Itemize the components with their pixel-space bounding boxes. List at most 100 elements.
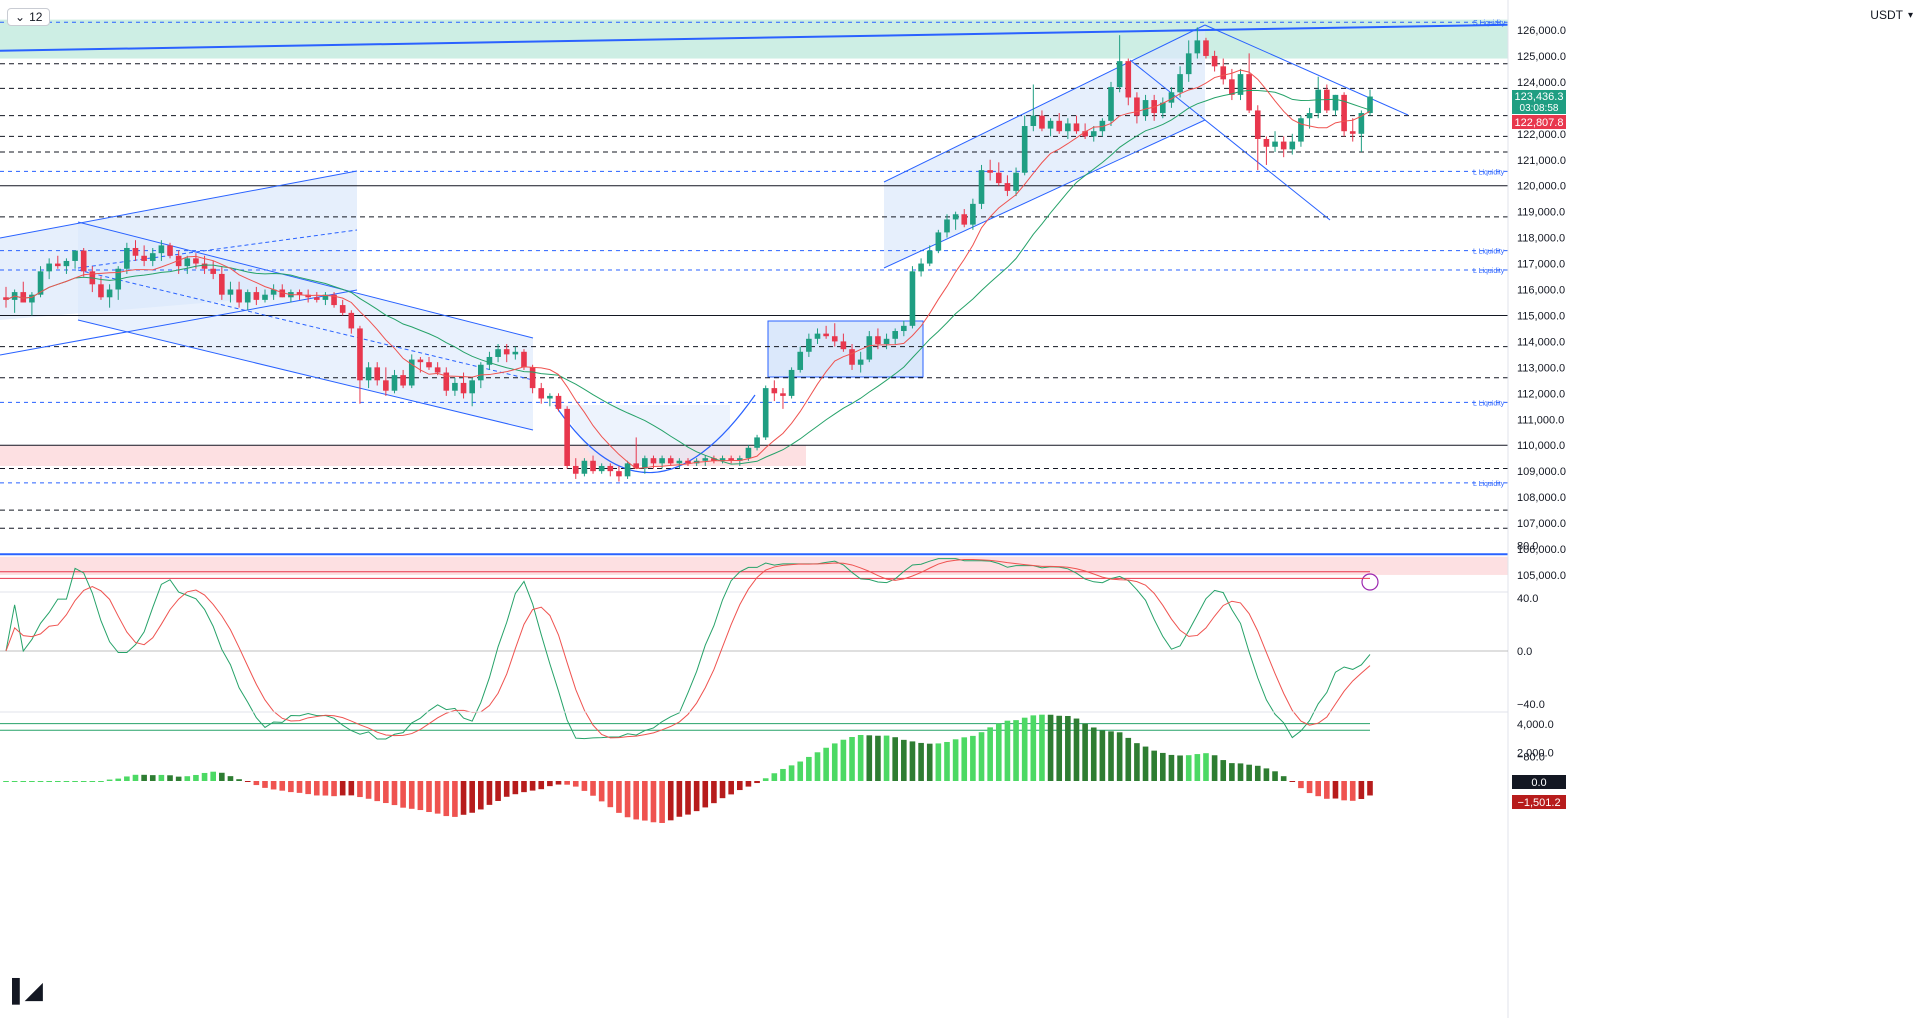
candle-body	[806, 338, 812, 352]
macd-histogram-bar	[650, 781, 657, 823]
candle-body	[63, 260, 70, 267]
channel-line	[77, 319, 534, 431]
price-tick-label: 107,000.0	[1517, 518, 1566, 530]
macd-histogram-bar	[952, 739, 959, 781]
macd-histogram-bar	[1211, 755, 1218, 781]
price-tick-label: 112,000.0	[1517, 388, 1565, 400]
candle-body	[1142, 100, 1149, 116]
price-tick-label: 111,000.0	[1517, 414, 1564, 426]
candle-body	[1211, 55, 1218, 67]
candle-body	[3, 297, 9, 300]
candle-body	[184, 258, 191, 267]
liquidity-label: L Liquidity	[1473, 249, 1505, 256]
candle-body	[581, 460, 588, 474]
candle-body	[978, 170, 985, 204]
macd-histogram-bar	[11, 781, 18, 782]
candle-body	[1254, 110, 1261, 139]
ema-line	[5, 69, 1371, 470]
candle-body	[236, 289, 242, 303]
candle-body	[417, 359, 424, 363]
macd-histogram-bar	[1168, 754, 1175, 781]
macd-histogram-bar	[572, 781, 579, 787]
macd-zero-label: 0.0	[1531, 777, 1546, 789]
candle-body	[736, 458, 743, 461]
macd-histogram-bar	[1203, 753, 1209, 781]
candle-body	[434, 367, 441, 373]
candle-body	[1090, 131, 1097, 137]
macd-histogram-bar	[1047, 714, 1054, 781]
candle-body	[193, 258, 199, 264]
candle-body	[331, 294, 337, 306]
currency-selector[interactable]: USDT ▾	[1870, 8, 1913, 22]
candle-body	[339, 305, 346, 313]
macd-histogram-bar	[590, 781, 596, 796]
currency-label: USDT	[1870, 8, 1903, 22]
macd-histogram-bar	[37, 781, 44, 782]
macd-histogram-bar	[685, 781, 691, 815]
macd-histogram-bar	[227, 776, 234, 781]
price-tick-label: 118,000.0	[1517, 233, 1565, 245]
macd-histogram-bar	[3, 781, 9, 782]
macd-histogram-bar	[745, 781, 752, 787]
candle-body	[901, 325, 907, 332]
candle-body	[987, 170, 993, 173]
candle-body	[616, 471, 622, 477]
timeframe-button[interactable]: ⌄ 12	[7, 8, 51, 26]
ma-price-badge	[1512, 115, 1566, 129]
macd-histogram-bar	[1358, 781, 1365, 800]
candle-body	[1013, 172, 1019, 191]
macd-tick-label: 4,000.0	[1517, 719, 1554, 731]
macd-histogram-bar	[866, 735, 873, 781]
channel-midline	[77, 269, 534, 381]
candle-body	[167, 245, 173, 256]
macd-histogram-bar	[89, 781, 96, 782]
stoch-tick-label: 40.0	[1517, 593, 1538, 605]
macd-value-badge	[1512, 795, 1566, 809]
candle-body	[365, 367, 372, 381]
macd-histogram-bar	[1315, 781, 1322, 797]
stoch-tick-label: −40.0	[1517, 699, 1545, 711]
stoch-tick-label: 0.0	[1517, 646, 1532, 658]
macd-histogram-bar	[478, 781, 484, 810]
price-tick-label: 121,000.0	[1517, 155, 1566, 167]
macd-histogram-bar	[780, 768, 786, 781]
macd-histogram-bar	[944, 741, 950, 781]
candle-body	[745, 447, 752, 459]
channel-line	[77, 221, 534, 339]
last-price-badge	[1512, 90, 1566, 114]
candle-body	[1229, 79, 1235, 95]
macd-histogram-bar	[797, 761, 804, 781]
candle-body	[1065, 123, 1071, 132]
macd-histogram-bar	[736, 781, 743, 791]
chevron-down-icon: ⌄	[15, 10, 26, 24]
candle-body	[633, 463, 640, 469]
candle-body	[495, 349, 501, 357]
macd-histogram-bar	[115, 778, 122, 781]
macd-histogram-bar	[1108, 731, 1114, 781]
tradingview-logo-icon: ▌◢	[12, 978, 42, 1003]
macd-histogram-bar	[201, 772, 208, 781]
macd-histogram-bar	[581, 781, 588, 791]
top-trendline	[0, 23, 1509, 52]
candle-body	[426, 362, 432, 368]
macd-histogram-bar	[400, 781, 406, 808]
stoch-k-line	[5, 558, 1371, 740]
price-tick-label: 109,000.0	[1517, 466, 1566, 478]
candle-body	[590, 460, 596, 472]
candle-body	[667, 458, 674, 464]
macd-histogram-bar	[132, 774, 139, 781]
candle-body	[538, 388, 545, 399]
price-tick-label: 110,000.0	[1517, 440, 1565, 452]
candle-body	[1280, 141, 1287, 150]
macd-histogram-bar	[219, 772, 225, 781]
macd-histogram-bar	[771, 773, 778, 781]
candle-body	[469, 380, 475, 394]
candle-body	[227, 289, 234, 295]
candle-body	[503, 349, 510, 355]
macd-histogram-bar	[210, 771, 216, 781]
channel-line	[1129, 59, 1331, 221]
macd-histogram-bar	[106, 779, 113, 781]
macd-histogram-bar	[693, 781, 700, 812]
candle-body	[883, 338, 890, 344]
